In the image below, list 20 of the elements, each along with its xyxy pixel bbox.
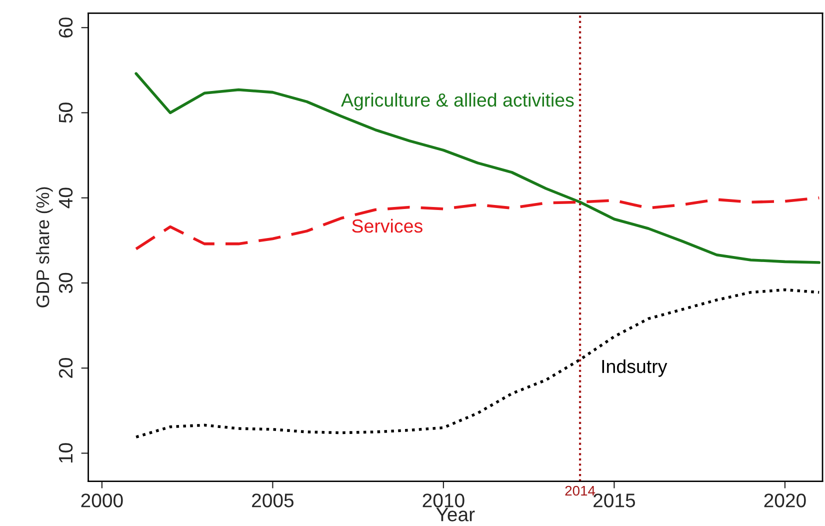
line-series — [134, 288, 820, 438]
x-axis-title: Year — [436, 508, 475, 522]
x-tick-label: 2020 — [764, 494, 806, 508]
line-series — [134, 196, 820, 250]
ref-line-label: 2014 — [565, 486, 596, 496]
y-tick-label: 40 — [58, 188, 73, 208]
x-tick-label: 2010 — [422, 494, 464, 508]
y-tick-label: 30 — [58, 272, 73, 294]
x-tick-label: 2005 — [252, 494, 294, 508]
y-axis-title: GDP share (%) — [36, 187, 53, 308]
y-tick-label: 20 — [58, 358, 73, 378]
line-series — [134, 72, 820, 264]
series-label: Indsutry — [602, 359, 668, 377]
x-tick-label: 2000 — [81, 494, 123, 508]
series-label: Services — [352, 218, 422, 233]
x-tick-label: 2015 — [594, 494, 636, 508]
y-tick-label: 10 — [58, 443, 73, 463]
y-tick-label: 60 — [58, 18, 73, 38]
series-label: Agriculture & allied activities — [341, 92, 574, 110]
y-tick-label: 50 — [58, 102, 73, 123]
